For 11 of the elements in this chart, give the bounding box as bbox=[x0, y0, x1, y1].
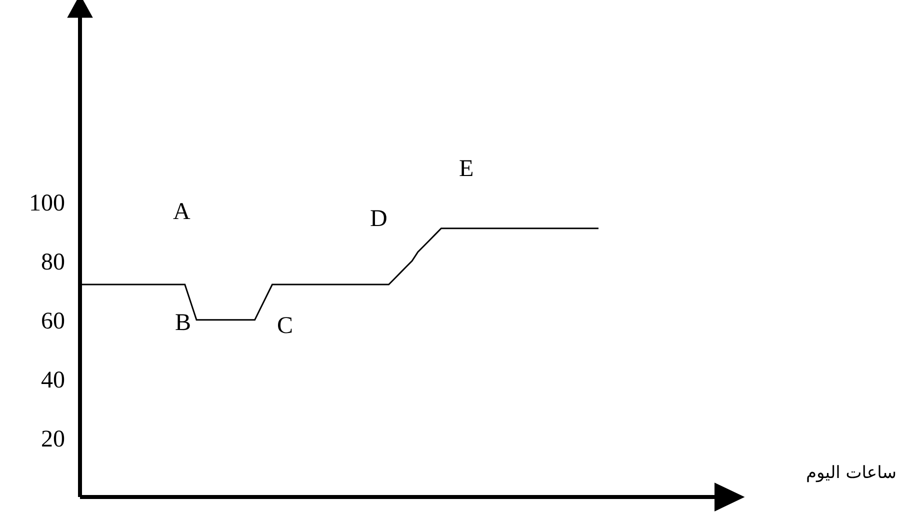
annotation: B bbox=[175, 310, 192, 336]
annotation: E bbox=[459, 156, 474, 182]
y-tick-label: 100 bbox=[29, 190, 65, 216]
text: ساعات اليوم bbox=[806, 463, 896, 483]
annotation: D bbox=[370, 206, 388, 232]
y-tick-label: 80 bbox=[41, 249, 65, 276]
annotation: C bbox=[277, 313, 294, 339]
y-tick-label: 20 bbox=[41, 426, 65, 452]
annotation: A bbox=[173, 199, 191, 225]
y-tick-label: 60 bbox=[41, 308, 65, 334]
y-tick-label: 40 bbox=[41, 367, 65, 394]
